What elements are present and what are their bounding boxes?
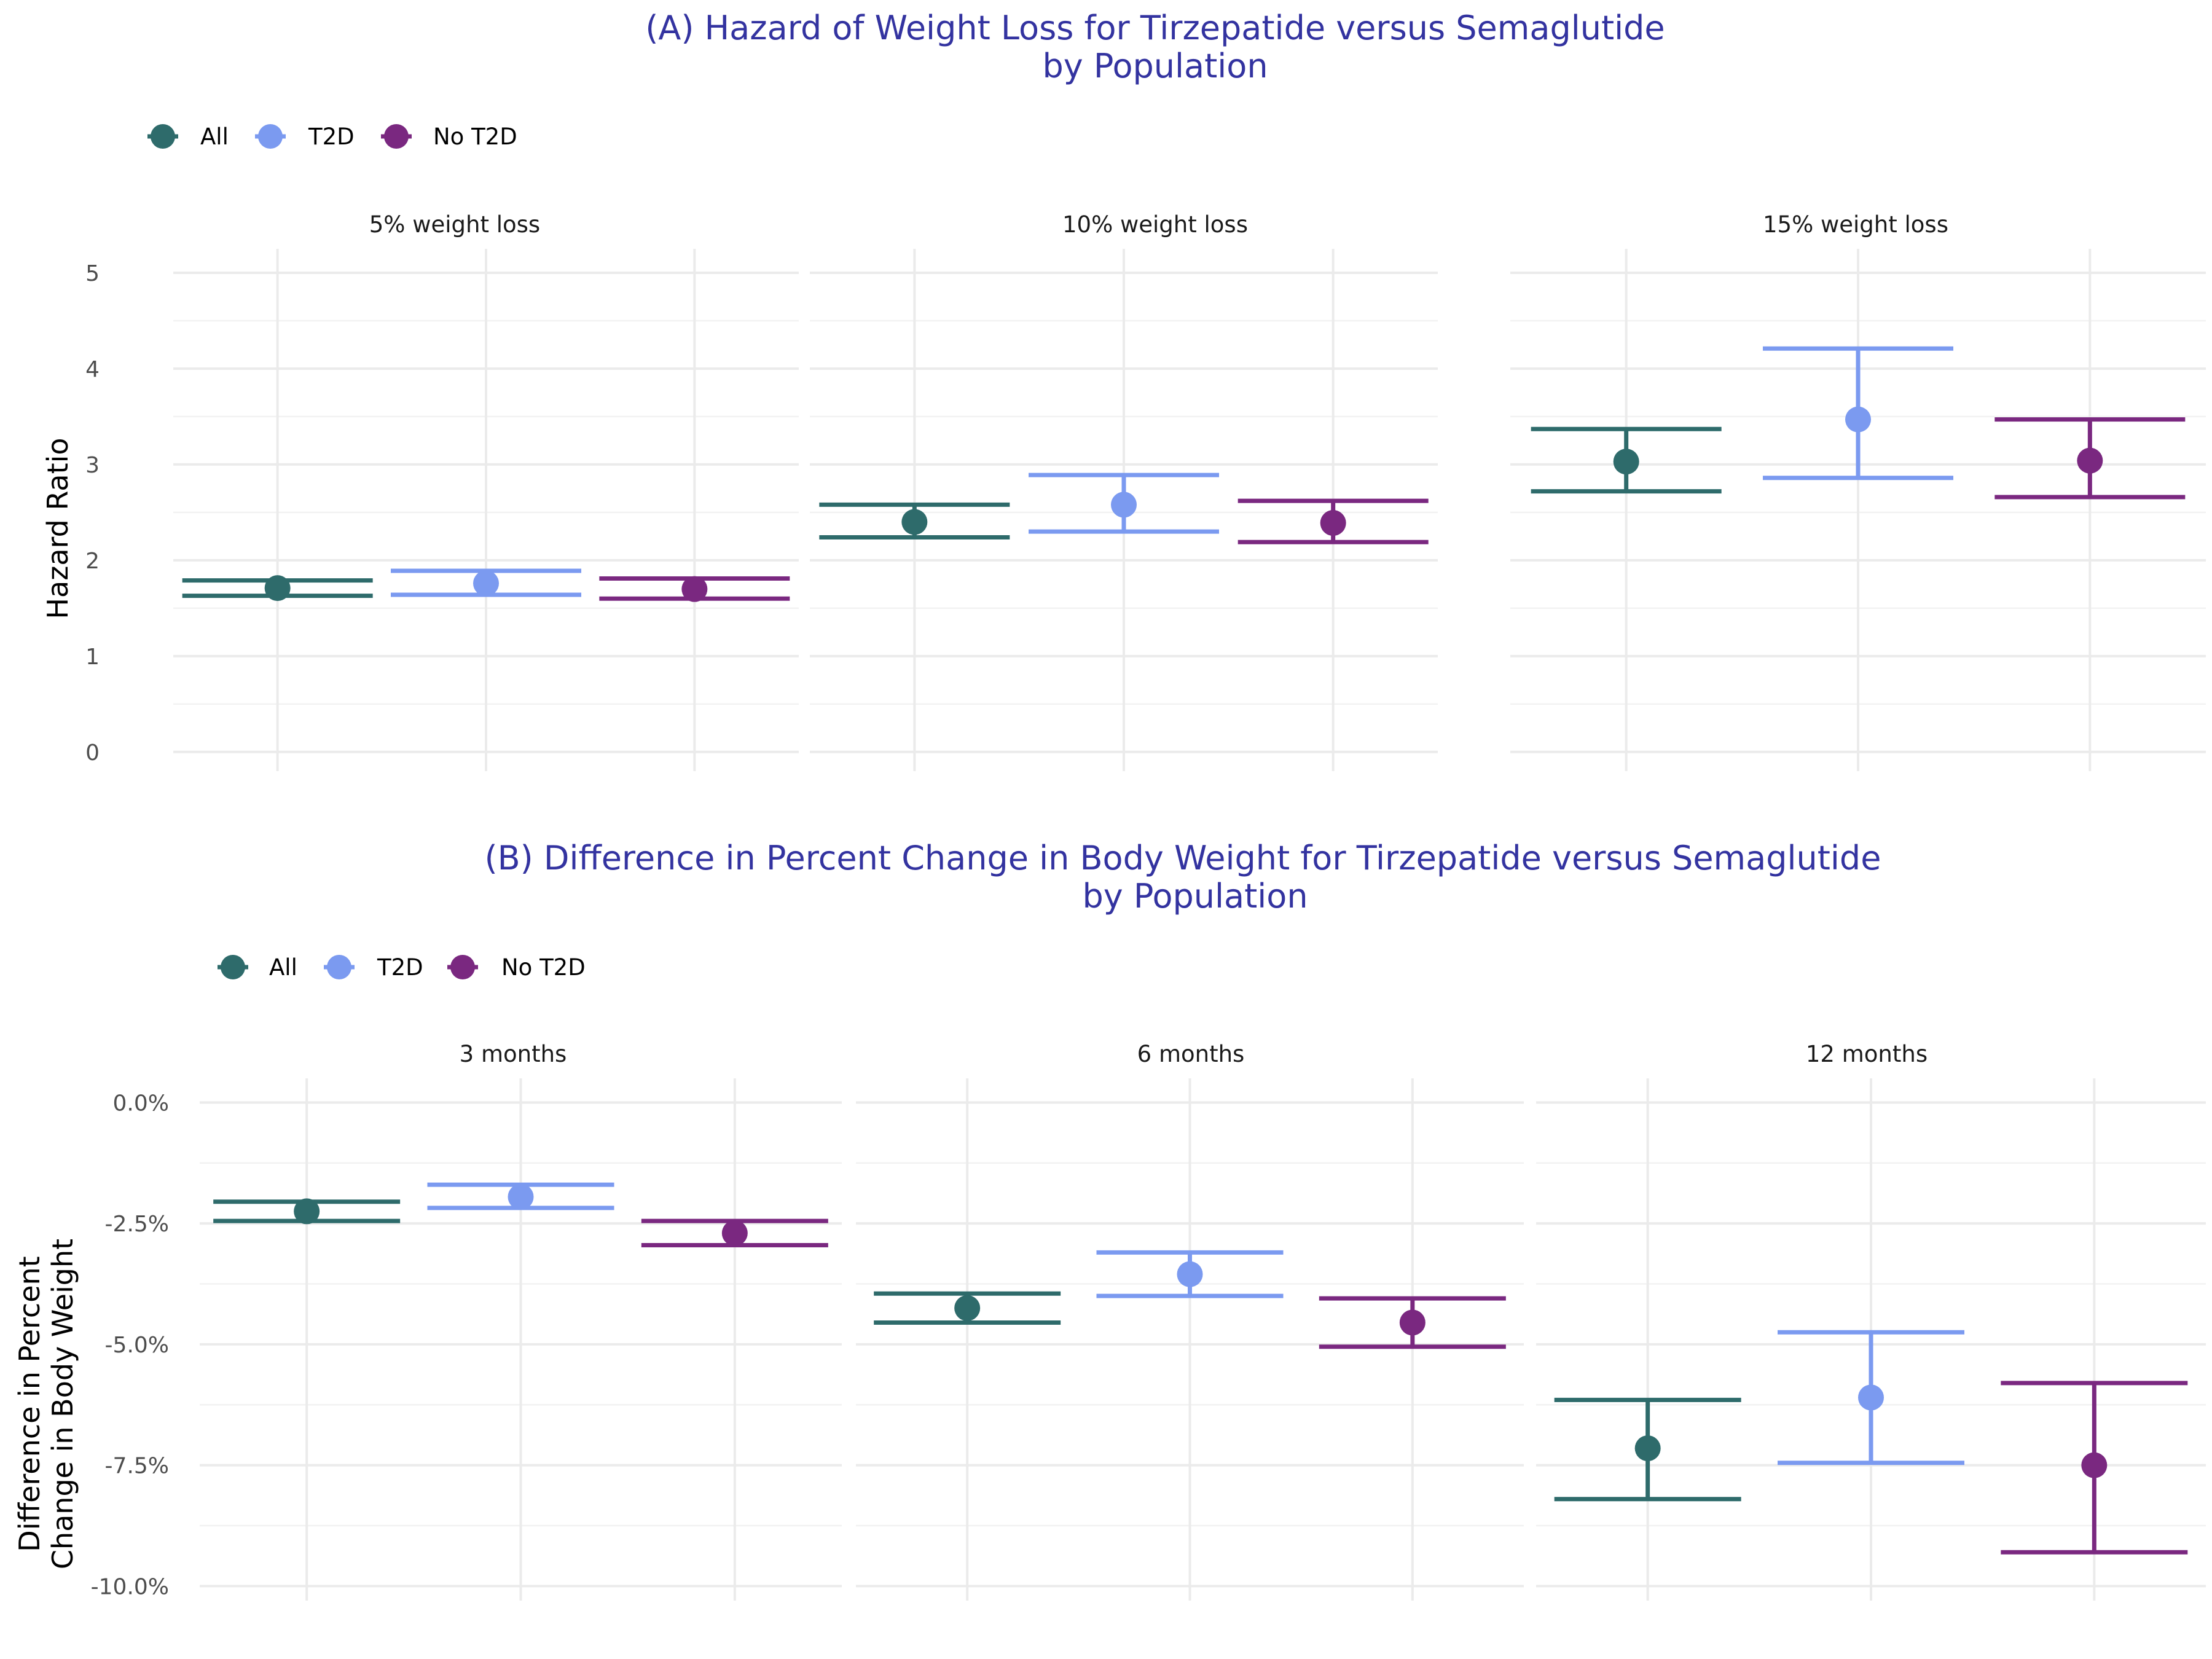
chart-b-legend-label-t2d: T2D: [377, 954, 423, 981]
errorbar-all: [819, 502, 1010, 539]
errorbar-all: [182, 575, 373, 602]
chart-a-legend-key-no-t2d: [381, 124, 412, 149]
legend-dot-t2d: [258, 124, 283, 149]
chart-b-y-tick-label: -5.0%: [105, 1333, 169, 1358]
errorbar-all: [1531, 426, 1722, 494]
chart-a-panel-2-label: 10% weight loss: [1062, 211, 1248, 238]
point-estimate-t2d: [1845, 406, 1871, 433]
errorbar-all: [874, 1291, 1061, 1325]
chart-a-panel-1-label: 5% weight loss: [369, 211, 540, 238]
chart-a-legend-key-t2d: [255, 124, 286, 149]
chart-b-legend: All T2D No T2D: [218, 954, 586, 981]
point-estimate-all: [294, 1198, 320, 1225]
chart-b-title-line-2: by Population: [1082, 877, 1308, 916]
chart-b-y-axis-title-line-2: Change in Body Weight: [46, 1239, 79, 1569]
chart-a-title-line-1: (A) Hazard of Weight Loss for Tirzepatid…: [645, 9, 1665, 47]
point-estimate-t2d: [473, 570, 499, 597]
chart-a-legend-label-t2d: T2D: [308, 124, 355, 150]
chart-b-title-line-1: (B) Difference in Percent Change in Body…: [485, 839, 1881, 877]
chart-a-plot-area: 0 1 2 3 4 5: [85, 249, 2206, 771]
point-estimate-no-t2d: [721, 1220, 748, 1246]
chart-a-y-axis-title: Hazard Ratio: [41, 437, 74, 619]
errorbar-all: [1554, 1397, 1741, 1502]
chart-a-y-tick-label: 0: [85, 740, 100, 766]
errorbar-t2d: [1096, 1250, 1284, 1298]
chart-b-panel-1-label: 3 months: [460, 1041, 567, 1067]
chart-b-panel-2: [856, 1078, 1524, 1601]
point-estimate-no-t2d: [2077, 447, 2103, 474]
chart-a: (A) Hazard of Weight Loss for Tirzepatid…: [41, 9, 2206, 771]
errorbar-no-t2d: [1994, 417, 2186, 500]
chart-b-plot-area: 0.0% -2.5% -5.0% -7.5% -10.0%: [91, 1078, 2206, 1601]
errorbar-no-t2d: [599, 576, 790, 602]
chart-b-panel-3-label: 12 months: [1806, 1041, 1928, 1067]
point-estimate-t2d: [1111, 492, 1137, 518]
errorbar-no-t2d: [2001, 1381, 2188, 1555]
chart-b-panel-2-label: 6 months: [1137, 1041, 1245, 1067]
errorbar-t2d: [1778, 1330, 1964, 1465]
errorbar-t2d: [391, 568, 581, 597]
point-estimate-no-t2d: [2081, 1452, 2108, 1478]
point-estimate-all: [264, 575, 291, 602]
chart-a-title-line-2: by Population: [1042, 47, 1268, 85]
chart-a-panel-1: [173, 249, 799, 771]
chart-a-legend-label-no-t2d: No T2D: [433, 124, 517, 150]
point-estimate-t2d: [508, 1183, 534, 1210]
point-estimate-no-t2d: [1399, 1309, 1426, 1336]
legend-dot-all: [151, 124, 175, 149]
chart-b-legend-label-all: All: [269, 954, 297, 981]
chart-b-legend-label-no-t2d: No T2D: [501, 954, 586, 981]
chart-a-y-tick-label: 1: [85, 645, 100, 670]
chart-b-legend-key-t2d: [324, 955, 355, 979]
chart-a-legend-key-all: [147, 124, 178, 149]
chart-a-y-tick-label: 5: [85, 261, 100, 286]
point-estimate-all: [1613, 449, 1639, 475]
chart-b-y-tick-label: -7.5%: [105, 1454, 169, 1479]
errorbar-no-t2d: [1319, 1296, 1506, 1349]
errorbar-t2d: [1029, 473, 1219, 534]
chart-a-panel-3: [1510, 249, 2206, 771]
chart-a-legend: All T2D No T2D: [147, 124, 517, 150]
errorbar-t2d: [427, 1182, 614, 1210]
errorbar-no-t2d: [1237, 498, 1429, 544]
chart-a-y-tick-label: 2: [85, 549, 100, 574]
chart-b-y-tick-label: 0.0%: [113, 1091, 169, 1116]
legend-dot-t2d: [327, 955, 351, 979]
chart-b-y-axis-title-line-1: Difference in Percent: [13, 1256, 46, 1551]
chart-a-panel-3-label: 15% weight loss: [1763, 211, 1948, 238]
errorbar-all: [213, 1198, 401, 1225]
chart-b-panel-3: [1536, 1078, 2206, 1601]
point-estimate-t2d: [1858, 1384, 1884, 1411]
chart-b-y-tick-label: -10.0%: [91, 1574, 169, 1599]
legend-dot-no-t2d: [450, 955, 475, 979]
chart-b-legend-key-all: [218, 955, 248, 979]
chart-a-y-tick-label: 4: [85, 357, 100, 382]
point-estimate-no-t2d: [1320, 510, 1346, 536]
point-estimate-t2d: [1177, 1261, 1203, 1287]
point-estimate-all: [901, 509, 928, 535]
chart-b: (B) Difference in Percent Change in Body…: [13, 839, 2206, 1601]
chart-a-legend-label-all: All: [200, 124, 229, 150]
chart-b-y-tick-label: -2.5%: [105, 1212, 169, 1237]
chart-a-y-tick-label: 3: [85, 453, 100, 478]
point-estimate-no-t2d: [681, 576, 708, 602]
legend-dot-no-t2d: [384, 124, 409, 149]
errorbar-no-t2d: [641, 1218, 828, 1248]
point-estimate-all: [954, 1295, 981, 1321]
chart-b-panel-1: [200, 1078, 842, 1601]
chart-b-legend-key-no-t2d: [447, 955, 478, 979]
chart-a-panel-2: [810, 249, 1438, 771]
legend-dot-all: [221, 955, 245, 979]
point-estimate-all: [1634, 1435, 1661, 1462]
errorbar-t2d: [1763, 346, 1953, 480]
